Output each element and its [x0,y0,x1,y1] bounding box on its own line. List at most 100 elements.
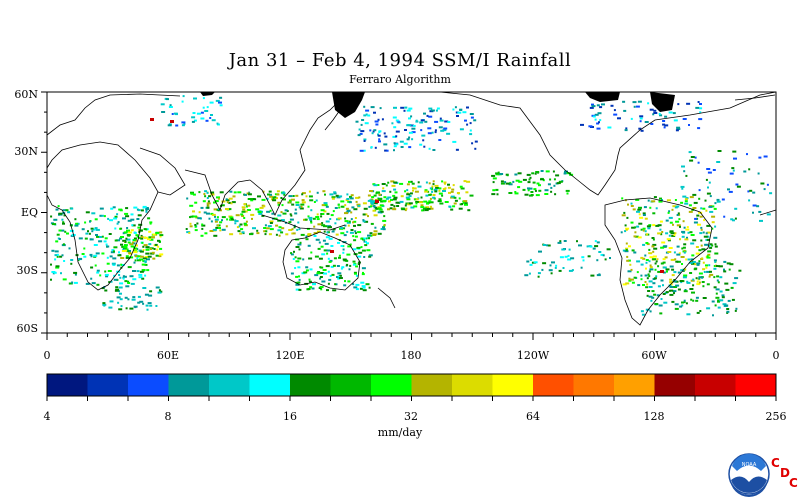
rain-pixel [404,106,408,109]
rain-pixel [298,248,301,251]
rain-pixel [633,105,636,108]
rain-pixel [757,172,760,175]
rain-pixel [380,200,384,203]
rain-pixel [103,215,106,218]
rain-pixel [206,106,209,109]
rain-pixel [183,122,186,125]
rain-pixel [690,242,695,245]
rain-pixel [149,221,153,224]
rain-pixel [334,207,338,209]
rain-pixel [363,114,367,117]
rain-pixel [406,109,411,112]
rain-pixel [581,256,585,259]
rain-pixel [114,227,117,230]
rain-pixel [298,275,300,278]
rain-pixel [229,190,233,193]
rain-pixel [431,190,434,193]
rain-pixel [71,281,74,284]
rain-pixel [545,170,550,173]
rain-pixel [587,255,591,258]
rain-pixel [357,224,362,227]
rain-pixel [305,235,308,238]
rain-pixel [674,307,679,310]
rain-pixel [340,200,345,203]
rain-pixel [84,221,87,224]
rain-pixel [209,117,212,119]
rain-pixel [698,189,701,192]
rain-pixel [249,233,253,236]
rain-pixel [230,202,233,205]
rain-pixel [559,240,562,243]
rain-pixel [96,283,100,286]
rain-pixel [256,229,259,232]
rain-pixel [662,266,667,269]
rain-pixel [591,105,596,108]
rain-pixel [244,223,247,226]
rain-pixel [414,190,419,193]
rain-pixel [546,244,549,247]
rain-pixel [422,209,425,212]
rain-pixel [648,286,653,288]
rain-pixel [648,248,651,251]
rain-pixel [200,111,204,114]
rain-pixel [594,240,597,243]
rain-pixel [241,210,246,213]
rain-pixel [213,201,216,204]
rain-pixel [144,293,149,296]
rain-pixel [672,112,676,115]
rain-pixel [304,218,308,221]
rain-pixel [395,130,400,133]
rain-pixel [377,133,379,136]
rain-pixel [145,304,149,307]
rain-pixel [129,275,134,278]
rain-pixel [316,191,319,194]
rain-pixel [362,271,364,274]
rain-pixel [652,258,657,261]
rain-pixel [657,285,661,288]
rain-pixel [234,220,239,223]
rain-pixel [624,250,629,253]
rain-pixel [646,294,649,297]
rain-pixel [297,281,301,284]
rain-pixel [649,310,652,313]
rain-pixel [99,207,104,210]
rain-pixel [58,212,63,215]
rain-pixel [714,243,717,246]
rain-pixel [357,231,362,234]
rain-pixel [724,282,729,285]
rain-pixel [496,193,499,196]
rain-pixel [392,194,396,197]
rain-pixel [439,117,442,120]
rain-pixel [155,254,159,257]
rain-pixel [667,251,672,253]
rain-pixel [241,231,245,234]
rain-pixel [168,106,173,108]
rain-pixel [85,211,90,214]
rain-pixel [463,180,467,183]
rain-pixel [461,203,464,205]
rain-pixel [727,299,731,302]
rain-pixel [660,233,663,236]
rain-pixel [347,245,352,248]
rain-pixel [299,241,302,244]
rain-pixel [358,128,361,131]
rain-pixel [68,282,73,285]
rain-pixel [101,252,105,255]
rain-pixel [190,192,194,195]
rain-pixel [125,215,130,218]
rain-pixel [697,127,701,130]
rain-pixel [596,104,600,107]
rain-pixel [695,277,698,280]
rain-pixel [419,143,423,146]
ice-patches [200,92,675,118]
rain-pixel [639,115,644,118]
rain-pixel [318,241,321,244]
rain-pixel [377,207,382,210]
rain-pixel [542,262,547,265]
rain-pixel [706,256,711,259]
rain-pixel [722,303,727,306]
rain-pixel [559,256,564,259]
rain-pixel [617,117,621,120]
rain-pixel [124,249,128,252]
colorbar-swatch [492,374,534,396]
